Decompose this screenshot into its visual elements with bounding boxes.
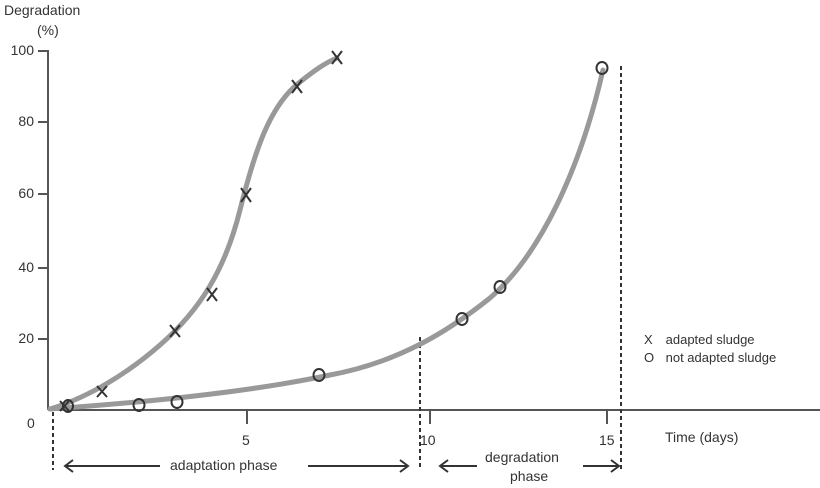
- y-tick-label: 80: [18, 113, 34, 129]
- y-tick-label: 100: [10, 42, 34, 58]
- not-adapted-sludge-markers: [62, 61, 609, 413]
- x-tick-label: 5: [242, 432, 250, 448]
- not-adapted-sludge-curve: [47, 67, 606, 412]
- phase-boundaries: [52, 66, 622, 470]
- legend-label: not adapted sludge: [665, 350, 777, 365]
- y-tick-label: 20: [18, 330, 34, 346]
- x-tick-label: 10: [420, 432, 436, 448]
- phase-arrows: [63, 459, 621, 473]
- legend-item-adapted: X adapted sludge: [644, 332, 755, 347]
- y-axis-unit: (%): [37, 22, 59, 38]
- legend-item-not-adapted: O not adapted sludge: [644, 350, 776, 365]
- y-tick-marks: [38, 50, 48, 340]
- y-tick-label: 40: [18, 259, 34, 275]
- degradation-phase-label: degradation: [485, 449, 559, 465]
- adapted-sludge-markers: [59, 50, 343, 412]
- x-tick-label: 15: [599, 432, 615, 448]
- y-axis-title: Degradation: [4, 2, 81, 18]
- o-marker-icon: O: [644, 350, 655, 365]
- x-axis-title: Time (days): [665, 429, 739, 445]
- y-tick-label: 60: [18, 185, 34, 201]
- origin-label: 0: [27, 415, 35, 431]
- legend-label: adapted sludge: [665, 332, 755, 347]
- degradation-phase-label-2: phase: [510, 468, 549, 484]
- x-marker-icon: X: [644, 332, 653, 347]
- adapted-sludge-curve: [47, 55, 340, 412]
- adaptation-phase-label: adaptation phase: [170, 457, 278, 473]
- x-tick-marks: [246, 410, 608, 424]
